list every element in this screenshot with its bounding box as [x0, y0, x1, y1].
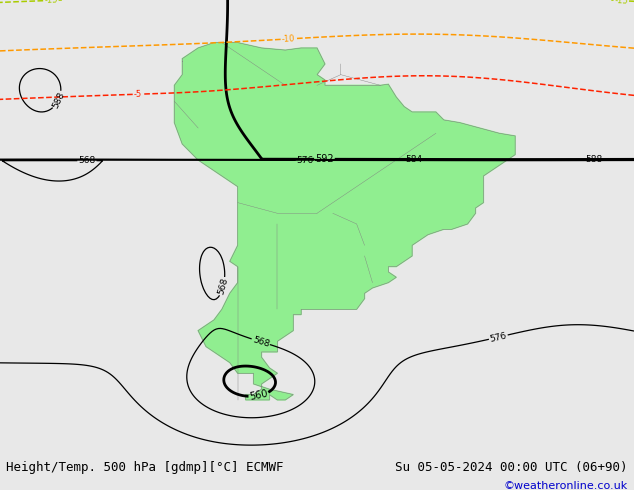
Text: 584: 584: [405, 155, 422, 165]
Text: 576: 576: [297, 156, 314, 165]
Text: 560: 560: [249, 389, 269, 402]
Text: 592: 592: [315, 154, 333, 164]
Text: 568: 568: [217, 277, 230, 296]
Text: ©weatheronline.co.uk: ©weatheronline.co.uk: [503, 481, 628, 490]
Text: 588: 588: [51, 90, 66, 110]
Text: 576: 576: [489, 331, 508, 343]
Text: -5: -5: [134, 90, 142, 99]
Text: -15: -15: [44, 0, 58, 5]
Polygon shape: [174, 43, 515, 400]
Text: -10: -10: [281, 34, 295, 44]
Text: 588: 588: [585, 155, 602, 164]
Text: Su 05-05-2024 00:00 UTC (06+90): Su 05-05-2024 00:00 UTC (06+90): [395, 461, 628, 474]
Text: 568: 568: [79, 156, 96, 165]
Text: -15: -15: [614, 0, 628, 5]
Text: 568: 568: [251, 335, 270, 348]
Text: Height/Temp. 500 hPa [gdmp][°C] ECMWF: Height/Temp. 500 hPa [gdmp][°C] ECMWF: [6, 461, 284, 474]
